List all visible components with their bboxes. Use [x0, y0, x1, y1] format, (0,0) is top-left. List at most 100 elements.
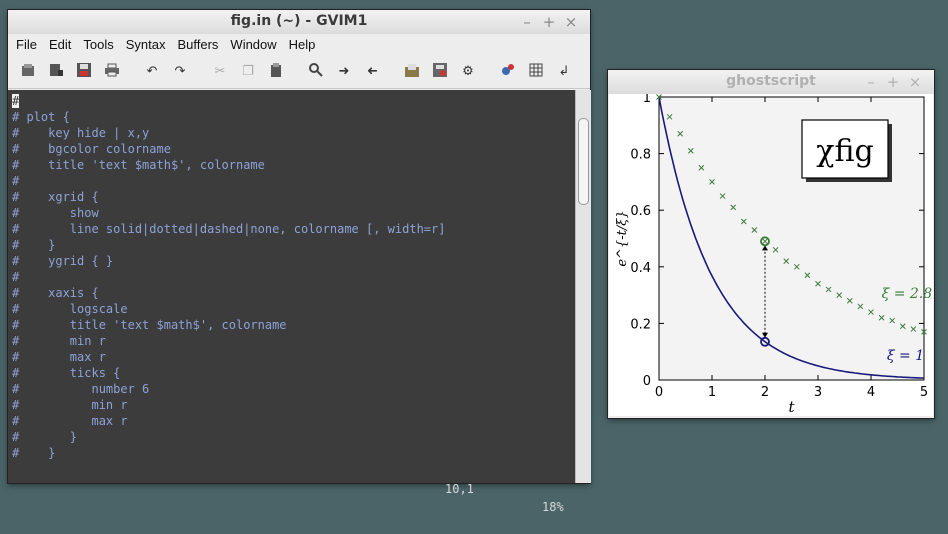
series-point-xi-2.8 — [836, 292, 843, 298]
maximize-button[interactable]: + — [886, 73, 900, 91]
series-point-xi-2.8 — [719, 193, 726, 199]
code-line: # ticks { — [12, 366, 121, 380]
table-icon[interactable] — [526, 62, 546, 82]
vertical-scrollbar[interactable] — [575, 90, 591, 483]
save-as-icon[interactable] — [46, 62, 66, 82]
load-session-icon[interactable] — [402, 62, 422, 82]
series-point-xi-2.8 — [730, 204, 737, 211]
run-make-icon[interactable]: ⚙ — [462, 64, 474, 79]
open-icon[interactable] — [18, 62, 38, 82]
find-prev-icon[interactable]: ➜ — [366, 64, 378, 79]
series-label-xi-2.8: ξ = 2.8 — [882, 286, 933, 302]
y-tick-label: 0 — [643, 374, 651, 389]
x-tick-label: 4 — [867, 385, 875, 400]
series-point-xi-2.8 — [857, 303, 864, 310]
code-line: # title 'text $math$', colorname — [12, 158, 265, 172]
menu-help[interactable]: Help — [288, 37, 316, 52]
y-axis-label: e^{-t/ξ} — [615, 210, 630, 266]
arrow-head-down — [762, 332, 768, 338]
close-button[interactable]: × — [908, 73, 922, 91]
cut-icon[interactable]: ✂ — [214, 64, 226, 79]
status-line: 10,1 18% — [8, 462, 575, 514]
code-line: # key hide | x,y — [12, 126, 150, 140]
series-point-xi-2.8 — [889, 317, 896, 324]
save-session-icon[interactable] — [430, 62, 450, 82]
toolbar: ↶ ↷ ✂ ❐ ➜ ➜ ⚙ ↲ — [8, 56, 590, 89]
menu-window[interactable]: Window — [230, 37, 277, 52]
minimize-button[interactable]: – — [523, 13, 531, 31]
ghostscript-canvas: 0 1 2 3 4 5 0 0.2 0.4 0.6 0.8 1 t e^{-t/ξ} ξ = 2.8 ξ = … — [609, 91, 933, 416]
series-point-xi-2.8 — [687, 147, 694, 154]
save-icon[interactable] — [74, 62, 94, 82]
series-point-xi-2.8 — [921, 329, 927, 335]
jump-icon[interactable]: ↲ — [558, 64, 570, 79]
y-tick-label: 0.6 — [630, 204, 651, 219]
code-line: # line solid|dotted|dashed|none, colorna… — [12, 222, 446, 236]
code-line: # max r — [12, 350, 106, 364]
code-line: # plot { — [12, 110, 70, 124]
series-point-xi-2.8 — [751, 227, 758, 233]
series-point-xi-2.8 — [783, 258, 790, 264]
series-line-xi-1 — [658, 96, 925, 379]
code-line: # — [12, 270, 20, 284]
series-point-xi-2.8 — [846, 297, 853, 304]
series-point-xi-2.8 — [878, 314, 885, 321]
series-point-xi-2.8 — [772, 246, 779, 253]
x-axis-label: t — [788, 398, 795, 416]
maximize-button[interactable]: + — [542, 13, 556, 31]
close-button[interactable]: × — [564, 13, 578, 31]
find-next-icon[interactable]: ➜ — [338, 64, 350, 79]
x-tick-label: 2 — [761, 385, 769, 400]
x-tick-label: 3 — [814, 385, 822, 400]
series-point-xi-2.8 — [656, 94, 662, 100]
editor-area[interactable]: # # plot { # key hide | x,y # bgcolor co… — [8, 90, 575, 514]
arrow-head-up — [762, 245, 768, 251]
ghostscript-titlebar[interactable]: ghostscript – + × — [608, 70, 934, 94]
menu-tools[interactable]: Tools — [83, 37, 114, 52]
menu-syntax[interactable]: Syntax — [125, 37, 166, 52]
y-tick-label: 1 — [643, 94, 651, 106]
print-icon[interactable] — [102, 62, 122, 82]
menu-edit[interactable]: Edit — [48, 37, 72, 52]
cursor-position: 10,1 — [445, 482, 474, 496]
series-point-xi-2.8 — [698, 164, 705, 171]
logo-box — [801, 119, 889, 179]
code-line: # title 'text $math$', colorname — [12, 318, 287, 332]
plot-svg: 0 1 2 3 4 5 0 0.2 0.4 0.6 0.8 1 t e^{-t/ξ} ξ = 2.8 ξ = … — [615, 91, 933, 416]
minimize-button[interactable]: – — [867, 73, 875, 91]
undo-icon[interactable]: ↶ — [146, 64, 158, 79]
y-tick-label: 0.8 — [630, 148, 651, 163]
scrollbar-thumb[interactable] — [578, 118, 589, 205]
ghostscript-title: ghostscript — [726, 73, 816, 89]
code-line: # show — [12, 206, 99, 220]
series-point-xi-2.8 — [804, 272, 811, 279]
copy-icon[interactable]: ❐ — [242, 64, 254, 79]
code-line: # } — [12, 238, 56, 252]
series-point-xi-2.8 — [825, 286, 832, 293]
scroll-percent: 18% — [542, 500, 564, 514]
series-point-xi-2.8 — [910, 326, 917, 332]
gvim-titlebar[interactable]: fig.in (~) - GVIM1 – + × — [8, 10, 590, 34]
series-point-xi-2.8 — [815, 280, 821, 287]
highlight-point — [760, 336, 770, 347]
logo-text: χfig — [816, 134, 873, 169]
series-point-xi-2.8 — [666, 113, 673, 120]
build-tags-icon[interactable] — [498, 62, 518, 82]
y-tick-label: 0.4 — [630, 261, 651, 276]
redo-icon[interactable]: ↷ — [174, 64, 186, 79]
series-point-xi-2.8 — [868, 309, 874, 315]
code-line: # — [12, 174, 20, 188]
menu-file[interactable]: File — [16, 37, 37, 52]
paste-icon[interactable] — [266, 62, 286, 82]
code-line: # min r — [12, 398, 128, 412]
gvim-window: fig.in (~) - GVIM1 – + × File Edit Tools Synt… — [8, 10, 591, 514]
code-line: # max r — [12, 414, 128, 428]
series-point-xi-2.8 — [762, 238, 768, 245]
code-line: # bgcolor colorname — [12, 142, 171, 156]
code-line: # } — [12, 430, 78, 444]
menu-buffers[interactable]: Buffers — [177, 37, 219, 52]
find-icon[interactable] — [306, 62, 326, 82]
code-line: # logscale — [12, 302, 128, 316]
x-tick-label: 0 — [655, 385, 663, 400]
series-point-xi-2.8 — [677, 130, 684, 137]
